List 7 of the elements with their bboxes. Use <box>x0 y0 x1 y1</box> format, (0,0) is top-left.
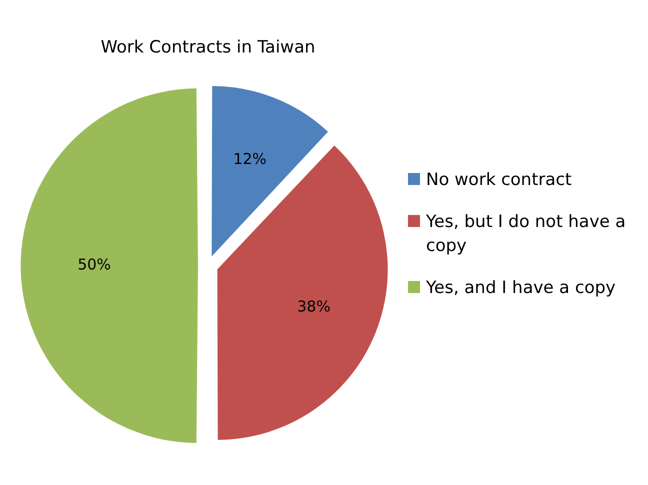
legend-label: No work contract <box>426 169 572 192</box>
data-label: 12% <box>233 150 267 168</box>
chart-title: Work Contracts in Taiwan <box>100 38 316 58</box>
legend-label: Yes, but I do not have a copy <box>426 211 627 258</box>
legend-label: Yes, and I have a copy <box>426 277 616 300</box>
data-label: 38% <box>297 297 330 316</box>
data-label: 50% <box>78 256 111 274</box>
